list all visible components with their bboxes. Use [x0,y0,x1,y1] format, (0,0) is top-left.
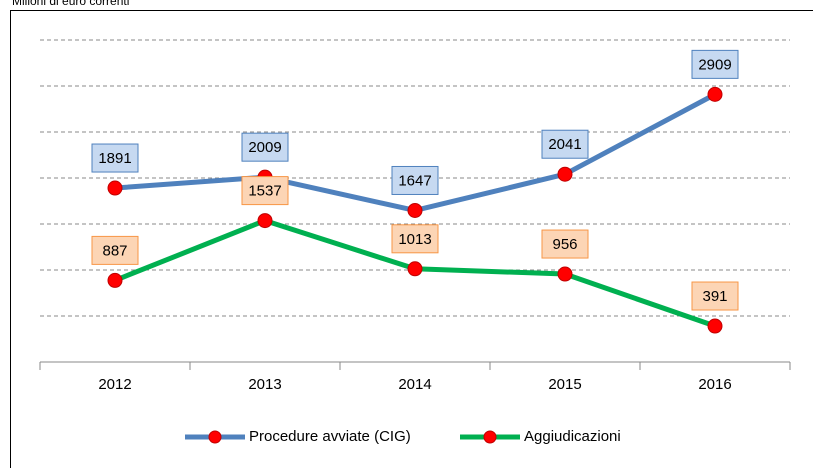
legend-marker [483,430,497,444]
data-label: 1891 [98,150,131,167]
data-label: 887 [102,242,127,259]
x-tick-label: 2014 [398,376,431,393]
marker [407,261,423,277]
x-tick-label: 2015 [548,376,581,393]
marker [107,180,123,196]
legend-label: Aggiudicazioni [524,428,621,445]
data-label-box [391,224,439,254]
data-label: 391 [702,288,727,305]
x-tick-label: 2012 [98,376,131,393]
legend-marker [208,430,222,444]
data-label: 1013 [398,231,431,248]
data-label-box [241,176,289,206]
data-label-box [541,129,589,159]
marker [107,272,123,288]
marker [257,213,273,229]
data-label: 1537 [248,183,281,200]
chart-subtitle: Milioni di euro correnti [12,0,129,8]
x-tick-label: 2016 [698,376,731,393]
data-label: 956 [552,236,577,253]
data-label: 2009 [248,139,281,156]
data-label-box [691,49,739,79]
data-label-box [391,165,439,195]
marker [557,166,573,182]
marker [407,202,423,218]
data-label: 2909 [698,56,731,73]
data-label-box [241,132,289,162]
marker [707,318,723,334]
data-label-box [91,235,139,265]
data-label-box [91,143,139,173]
x-tick-label: 2013 [248,376,281,393]
marker [707,86,723,102]
data-label: 1647 [398,172,431,189]
marker [557,266,573,282]
data-label-box [541,229,589,259]
data-label: 2041 [548,136,581,153]
data-label-box [691,281,739,311]
legend-label: Procedure avviate (CIG) [249,428,411,445]
